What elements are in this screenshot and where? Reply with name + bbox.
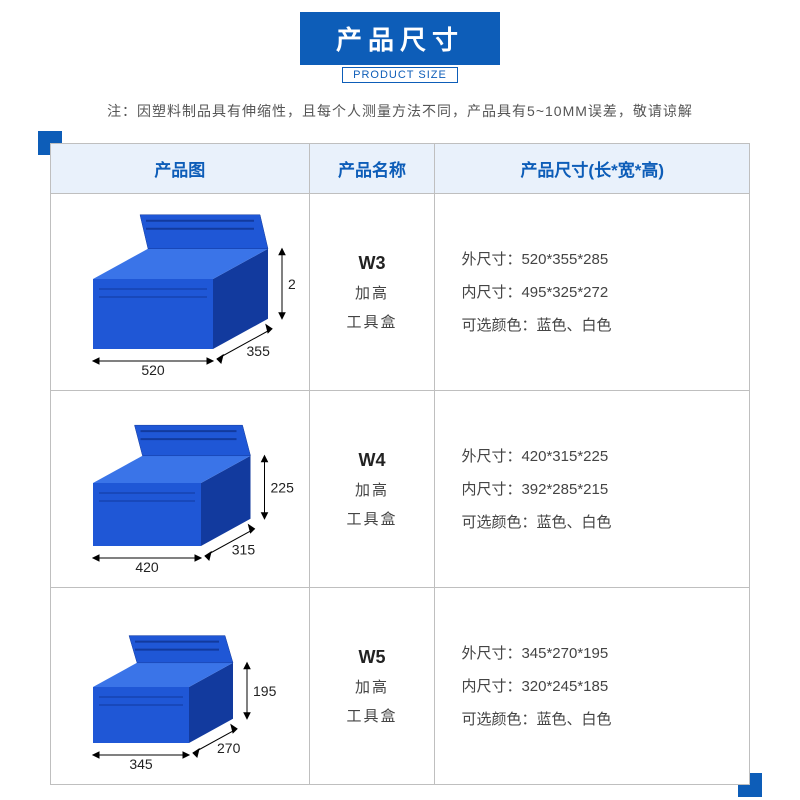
- product-box-icon: 225 420 315: [65, 399, 295, 574]
- product-name-cell: W3 加高 工具盒: [309, 194, 435, 391]
- svg-text:420: 420: [135, 559, 159, 574]
- product-name-line: 加高: [316, 676, 429, 697]
- svg-text:270: 270: [217, 740, 241, 756]
- col-header-dims: 产品尺寸(长*宽*高): [435, 144, 750, 194]
- product-table: 产品图 产品名称 产品尺寸(长*宽*高) 285: [50, 143, 750, 785]
- svg-text:520: 520: [141, 362, 165, 377]
- color-options: 可选颜色：蓝色、白色: [461, 309, 743, 342]
- product-name-cell: W5 加高 工具盒: [309, 588, 435, 785]
- page-subtitle: PRODUCT SIZE: [342, 67, 458, 83]
- outer-dim: 外尺寸：345*270*195: [461, 637, 743, 670]
- col-header-image: 产品图: [51, 144, 310, 194]
- product-dims-cell: 外尺寸：520*355*285 内尺寸：495*325*272 可选颜色：蓝色、…: [435, 194, 750, 391]
- product-name-line: 工具盒: [316, 705, 429, 726]
- color-options: 可选颜色：蓝色、白色: [461, 506, 743, 539]
- table-row: 285 520 355 W3 加高 工具盒 外尺寸：520*355*285 内尺…: [51, 194, 750, 391]
- product-code: W4: [316, 450, 429, 471]
- table-row: 195 345 270 W5 加高 工具盒 外尺寸：345*270*195 内尺…: [51, 588, 750, 785]
- product-box-icon: 195 345 270: [65, 596, 295, 771]
- svg-text:195: 195: [253, 683, 277, 699]
- svg-text:285: 285: [288, 276, 295, 292]
- product-image-cell: 195 345 270: [51, 588, 310, 785]
- note-text: 注：因塑料制品具有伸缩性，且每个人测量方法不同，产品具有5~10MM误差，敬请谅…: [0, 101, 800, 121]
- product-code: W3: [316, 253, 429, 274]
- outer-dim: 外尺寸：520*355*285: [461, 243, 743, 276]
- inner-dim: 内尺寸：495*325*272: [461, 276, 743, 309]
- svg-text:315: 315: [232, 541, 256, 557]
- product-name-line: 工具盒: [316, 311, 429, 332]
- col-header-name: 产品名称: [309, 144, 435, 194]
- svg-text:225: 225: [270, 479, 294, 495]
- svg-text:355: 355: [246, 343, 270, 359]
- product-name-line: 加高: [316, 282, 429, 303]
- inner-dim: 内尺寸：392*285*215: [461, 473, 743, 506]
- outer-dim: 外尺寸：420*315*225: [461, 440, 743, 473]
- product-dims-cell: 外尺寸：420*315*225 内尺寸：392*285*215 可选颜色：蓝色、…: [435, 391, 750, 588]
- product-name-line: 加高: [316, 479, 429, 500]
- product-name-line: 工具盒: [316, 508, 429, 529]
- product-box-icon: 285 520 355: [65, 202, 295, 377]
- color-options: 可选颜色：蓝色、白色: [461, 703, 743, 736]
- svg-text:345: 345: [129, 756, 153, 771]
- product-image-cell: 285 520 355: [51, 194, 310, 391]
- product-name-cell: W4 加高 工具盒: [309, 391, 435, 588]
- table-row: 225 420 315 W4 加高 工具盒 外尺寸：420*315*225 内尺…: [51, 391, 750, 588]
- page-title: 产品尺寸: [300, 12, 500, 65]
- product-image-cell: 225 420 315: [51, 391, 310, 588]
- product-dims-cell: 外尺寸：345*270*195 内尺寸：320*245*185 可选颜色：蓝色、…: [435, 588, 750, 785]
- product-code: W5: [316, 647, 429, 668]
- inner-dim: 内尺寸：320*245*185: [461, 670, 743, 703]
